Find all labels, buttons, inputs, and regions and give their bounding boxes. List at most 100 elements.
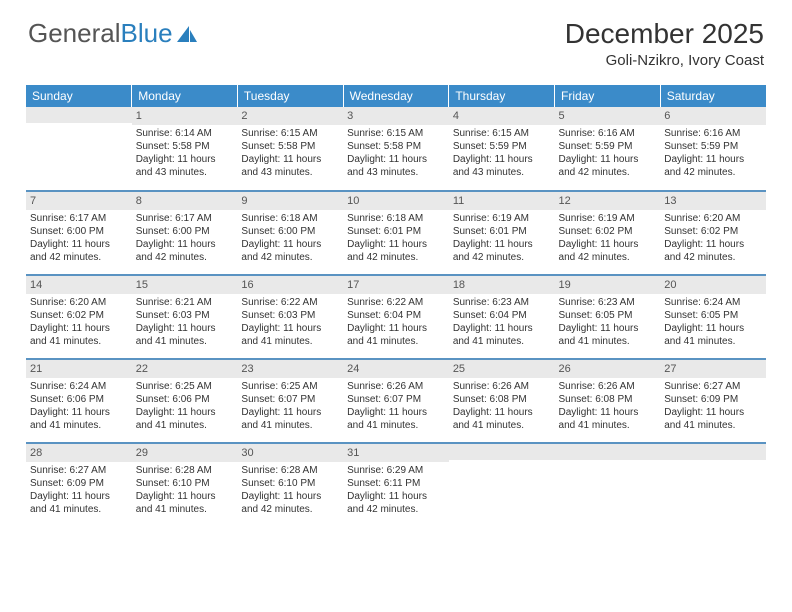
sunset-line: Sunset: 6:10 PM xyxy=(241,477,339,490)
day-content: Sunrise: 6:15 AMSunset: 5:59 PMDaylight:… xyxy=(449,125,555,183)
day-content: Sunrise: 6:18 AMSunset: 6:00 PMDaylight:… xyxy=(237,210,343,268)
calendar-cell: 23Sunrise: 6:25 AMSunset: 6:07 PMDayligh… xyxy=(237,359,343,443)
day-content: Sunrise: 6:27 AMSunset: 6:09 PMDaylight:… xyxy=(26,462,132,520)
sunset-line: Sunset: 6:11 PM xyxy=(347,477,445,490)
sunrise-line: Sunrise: 6:22 AM xyxy=(347,296,445,309)
day-content: Sunrise: 6:25 AMSunset: 6:07 PMDaylight:… xyxy=(237,378,343,436)
calendar-cell xyxy=(555,443,661,527)
sunset-line: Sunset: 5:59 PM xyxy=(453,140,551,153)
calendar-cell: 7Sunrise: 6:17 AMSunset: 6:00 PMDaylight… xyxy=(26,191,132,275)
day-content: Sunrise: 6:21 AMSunset: 6:03 PMDaylight:… xyxy=(132,294,238,352)
daylight-line: Daylight: 11 hours and 42 minutes. xyxy=(664,238,762,264)
calendar-cell: 13Sunrise: 6:20 AMSunset: 6:02 PMDayligh… xyxy=(660,191,766,275)
sunrise-line: Sunrise: 6:20 AM xyxy=(30,296,128,309)
day-content: Sunrise: 6:22 AMSunset: 6:03 PMDaylight:… xyxy=(237,294,343,352)
day-header-row: SundayMondayTuesdayWednesdayThursdayFrid… xyxy=(26,85,766,107)
day-content: Sunrise: 6:26 AMSunset: 6:07 PMDaylight:… xyxy=(343,378,449,436)
daylight-line: Daylight: 11 hours and 41 minutes. xyxy=(136,322,234,348)
sunrise-line: Sunrise: 6:15 AM xyxy=(453,127,551,140)
sunrise-line: Sunrise: 6:28 AM xyxy=(136,464,234,477)
calendar-week-row: 1Sunrise: 6:14 AMSunset: 5:58 PMDaylight… xyxy=(26,107,766,191)
calendar-cell: 30Sunrise: 6:28 AMSunset: 6:10 PMDayligh… xyxy=(237,443,343,527)
sunrise-line: Sunrise: 6:25 AM xyxy=(136,380,234,393)
daylight-line: Daylight: 11 hours and 41 minutes. xyxy=(241,322,339,348)
daylight-line: Daylight: 11 hours and 42 minutes. xyxy=(559,238,657,264)
sunset-line: Sunset: 6:05 PM xyxy=(559,309,657,322)
day-number: 2 xyxy=(237,107,343,125)
calendar-cell: 5Sunrise: 6:16 AMSunset: 5:59 PMDaylight… xyxy=(555,107,661,191)
calendar-week-row: 21Sunrise: 6:24 AMSunset: 6:06 PMDayligh… xyxy=(26,359,766,443)
daylight-line: Daylight: 11 hours and 42 minutes. xyxy=(241,490,339,516)
day-number: 30 xyxy=(237,444,343,462)
day-content: Sunrise: 6:24 AMSunset: 6:06 PMDaylight:… xyxy=(26,378,132,436)
daylight-line: Daylight: 11 hours and 42 minutes. xyxy=(559,153,657,179)
day-content: Sunrise: 6:15 AMSunset: 5:58 PMDaylight:… xyxy=(237,125,343,183)
sunrise-line: Sunrise: 6:19 AM xyxy=(453,212,551,225)
day-number: 31 xyxy=(343,444,449,462)
day-number: 15 xyxy=(132,276,238,294)
calendar-cell: 9Sunrise: 6:18 AMSunset: 6:00 PMDaylight… xyxy=(237,191,343,275)
sunset-line: Sunset: 6:00 PM xyxy=(241,225,339,238)
calendar-cell: 3Sunrise: 6:15 AMSunset: 5:58 PMDaylight… xyxy=(343,107,449,191)
daylight-line: Daylight: 11 hours and 41 minutes. xyxy=(136,406,234,432)
day-number: 9 xyxy=(237,192,343,210)
daylight-line: Daylight: 11 hours and 41 minutes. xyxy=(30,322,128,348)
sunrise-line: Sunrise: 6:19 AM xyxy=(559,212,657,225)
day-number: 21 xyxy=(26,360,132,378)
day-number: 11 xyxy=(449,192,555,210)
day-content: Sunrise: 6:19 AMSunset: 6:02 PMDaylight:… xyxy=(555,210,661,268)
sunrise-line: Sunrise: 6:18 AM xyxy=(347,212,445,225)
sunset-line: Sunset: 6:06 PM xyxy=(136,393,234,406)
day-content: Sunrise: 6:14 AMSunset: 5:58 PMDaylight:… xyxy=(132,125,238,183)
daylight-line: Daylight: 11 hours and 42 minutes. xyxy=(347,238,445,264)
daylight-line: Daylight: 11 hours and 41 minutes. xyxy=(559,406,657,432)
day-content: Sunrise: 6:20 AMSunset: 6:02 PMDaylight:… xyxy=(660,210,766,268)
daylight-line: Daylight: 11 hours and 42 minutes. xyxy=(453,238,551,264)
sunset-line: Sunset: 6:00 PM xyxy=(30,225,128,238)
calendar-body: 1Sunrise: 6:14 AMSunset: 5:58 PMDaylight… xyxy=(26,107,766,527)
sunrise-line: Sunrise: 6:23 AM xyxy=(559,296,657,309)
sunrise-line: Sunrise: 6:23 AM xyxy=(453,296,551,309)
day-number: 22 xyxy=(132,360,238,378)
sunset-line: Sunset: 6:06 PM xyxy=(30,393,128,406)
sunset-line: Sunset: 6:10 PM xyxy=(136,477,234,490)
sunrise-line: Sunrise: 6:25 AM xyxy=(241,380,339,393)
calendar-cell: 25Sunrise: 6:26 AMSunset: 6:08 PMDayligh… xyxy=(449,359,555,443)
calendar-cell: 12Sunrise: 6:19 AMSunset: 6:02 PMDayligh… xyxy=(555,191,661,275)
day-header: Monday xyxy=(132,85,238,107)
calendar-cell xyxy=(449,443,555,527)
day-content: Sunrise: 6:19 AMSunset: 6:01 PMDaylight:… xyxy=(449,210,555,268)
day-number: 10 xyxy=(343,192,449,210)
day-number: 12 xyxy=(555,192,661,210)
calendar-cell: 1Sunrise: 6:14 AMSunset: 5:58 PMDaylight… xyxy=(132,107,238,191)
day-number xyxy=(555,444,661,460)
sunrise-line: Sunrise: 6:22 AM xyxy=(241,296,339,309)
sunset-line: Sunset: 6:04 PM xyxy=(347,309,445,322)
calendar-table: SundayMondayTuesdayWednesdayThursdayFrid… xyxy=(26,85,766,527)
sunrise-line: Sunrise: 6:16 AM xyxy=(559,127,657,140)
sunrise-line: Sunrise: 6:21 AM xyxy=(136,296,234,309)
sunset-line: Sunset: 5:59 PM xyxy=(664,140,762,153)
calendar-cell: 4Sunrise: 6:15 AMSunset: 5:59 PMDaylight… xyxy=(449,107,555,191)
daylight-line: Daylight: 11 hours and 41 minutes. xyxy=(241,406,339,432)
day-number: 29 xyxy=(132,444,238,462)
title-block: December 2025 Goli-Nzikro, Ivory Coast xyxy=(565,18,764,69)
sunset-line: Sunset: 6:01 PM xyxy=(347,225,445,238)
sunrise-line: Sunrise: 6:26 AM xyxy=(453,380,551,393)
daylight-line: Daylight: 11 hours and 41 minutes. xyxy=(30,406,128,432)
sunrise-line: Sunrise: 6:15 AM xyxy=(241,127,339,140)
day-number: 27 xyxy=(660,360,766,378)
daylight-line: Daylight: 11 hours and 41 minutes. xyxy=(347,406,445,432)
day-number: 25 xyxy=(449,360,555,378)
sunset-line: Sunset: 5:58 PM xyxy=(241,140,339,153)
calendar-cell: 31Sunrise: 6:29 AMSunset: 6:11 PMDayligh… xyxy=(343,443,449,527)
day-content: Sunrise: 6:23 AMSunset: 6:04 PMDaylight:… xyxy=(449,294,555,352)
day-header: Thursday xyxy=(449,85,555,107)
day-content: Sunrise: 6:29 AMSunset: 6:11 PMDaylight:… xyxy=(343,462,449,520)
sunset-line: Sunset: 6:07 PM xyxy=(347,393,445,406)
sunrise-line: Sunrise: 6:27 AM xyxy=(30,464,128,477)
sunset-line: Sunset: 5:59 PM xyxy=(559,140,657,153)
day-number: 16 xyxy=(237,276,343,294)
sunrise-line: Sunrise: 6:16 AM xyxy=(664,127,762,140)
daylight-line: Daylight: 11 hours and 42 minutes. xyxy=(347,490,445,516)
